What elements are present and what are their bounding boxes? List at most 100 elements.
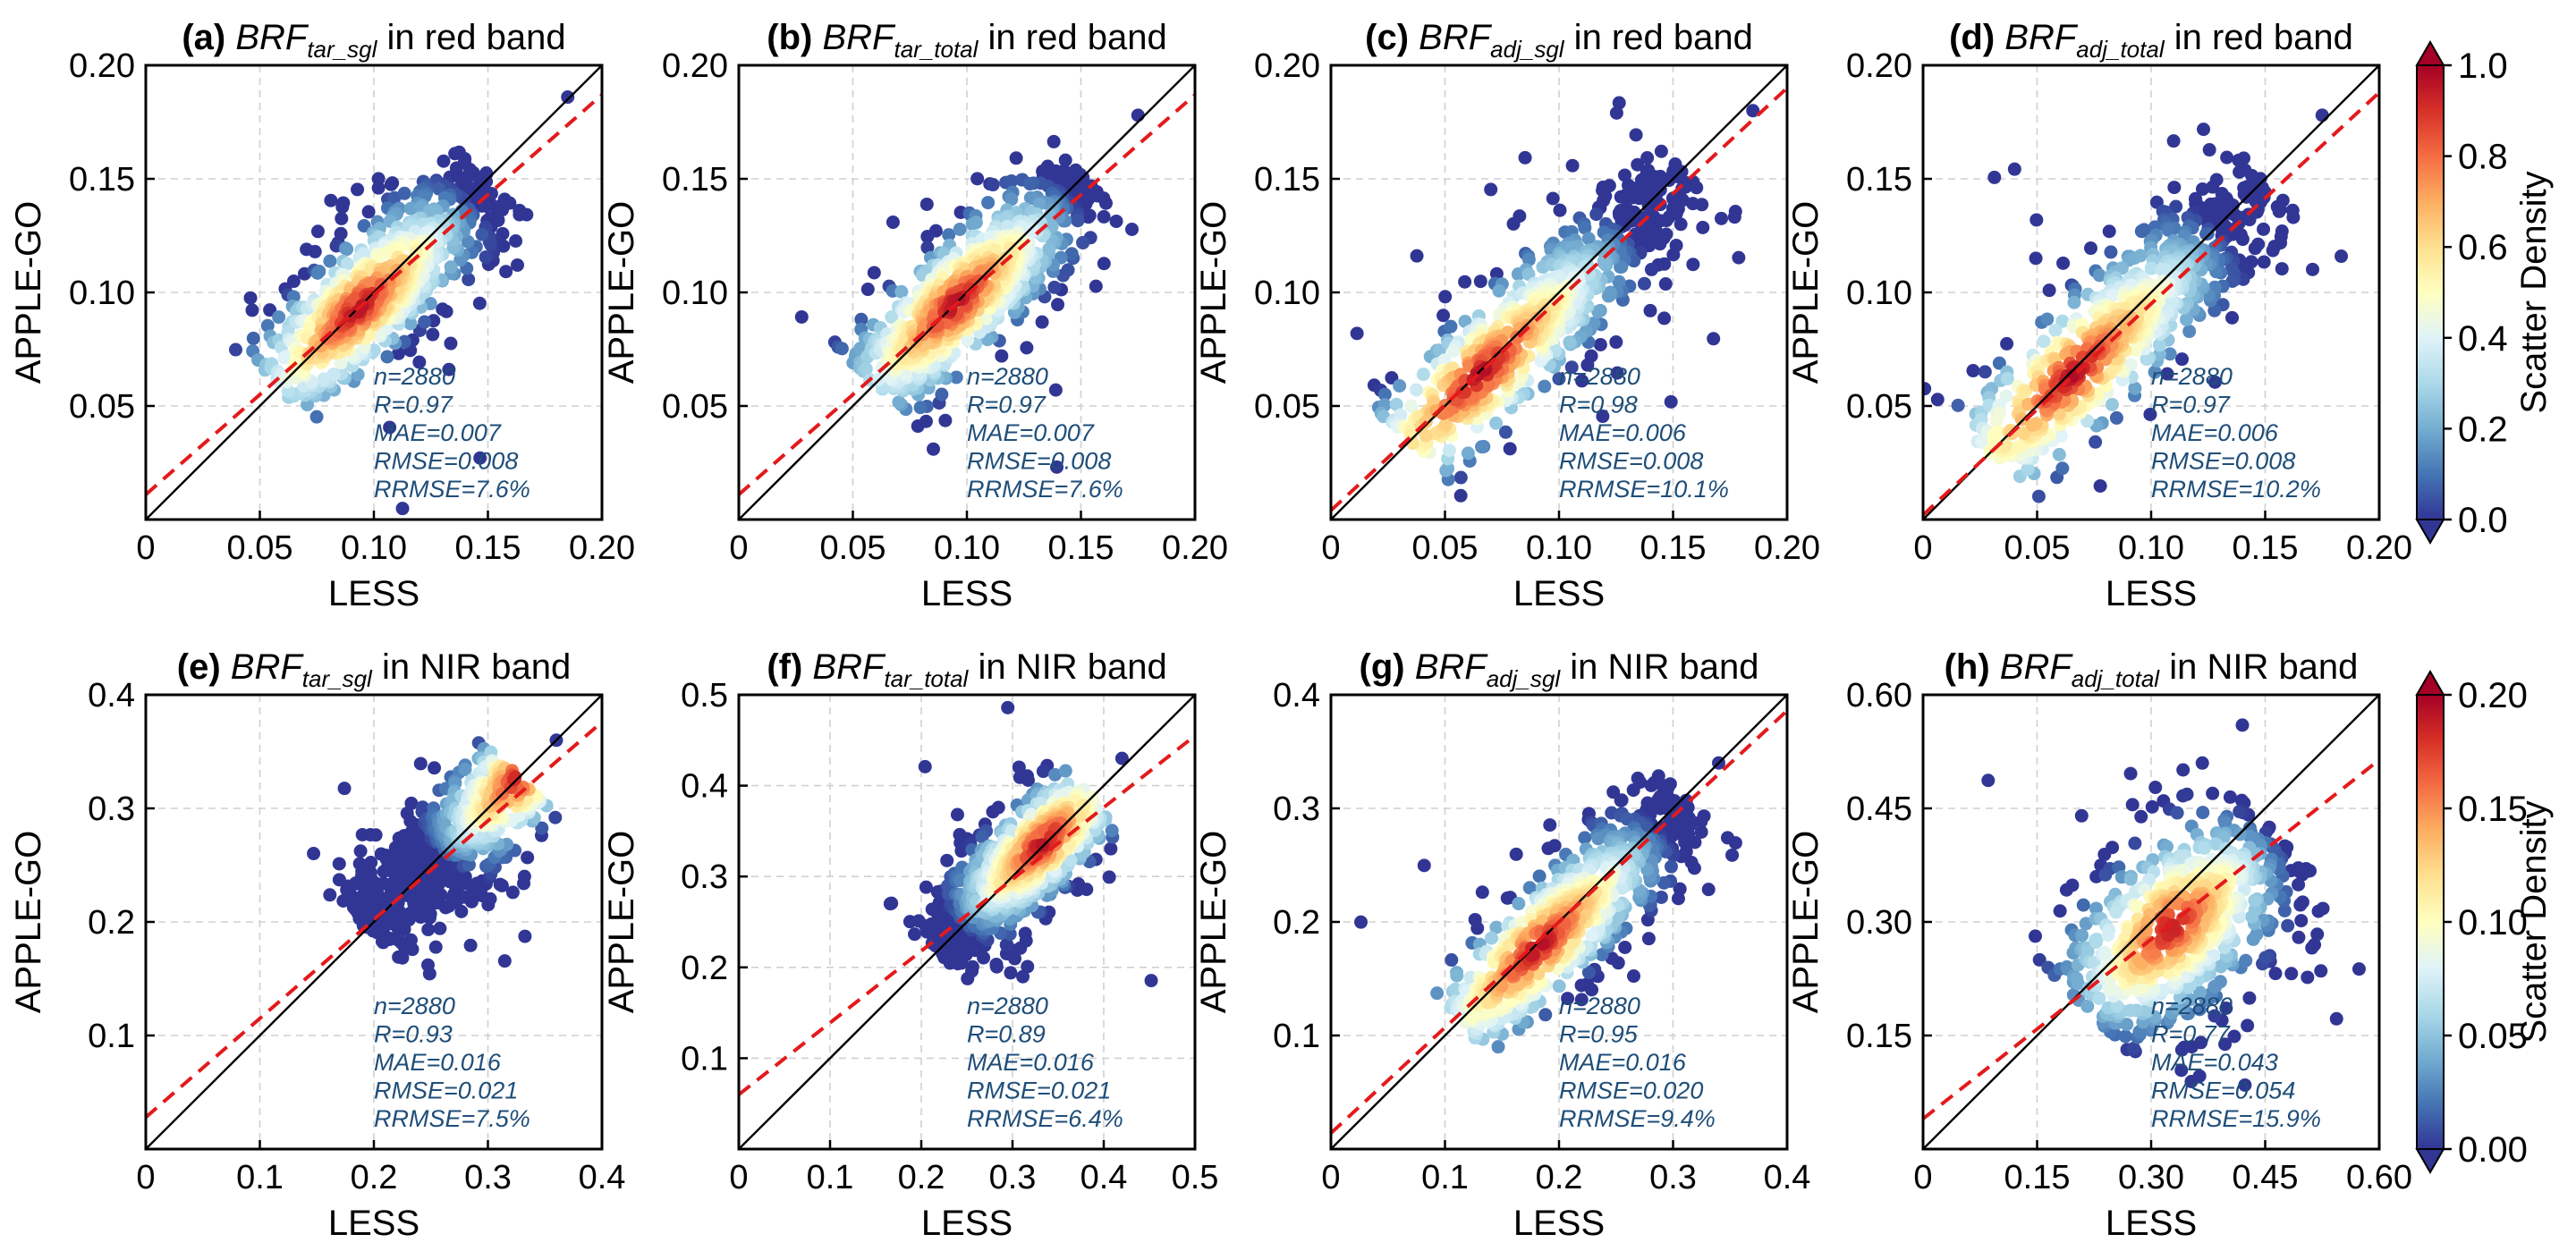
data-point xyxy=(1417,858,1431,873)
data-point xyxy=(2223,790,2237,804)
data-point xyxy=(2177,1040,2191,1054)
data-point xyxy=(2220,150,2234,165)
data-point xyxy=(2085,349,2099,363)
data-point xyxy=(935,387,949,402)
x-tick-label: 0 xyxy=(136,1159,155,1196)
data-point xyxy=(2315,108,2329,123)
y-tick-label: 0.5 xyxy=(681,677,728,714)
data-point xyxy=(953,222,967,236)
data-point xyxy=(1643,303,1657,317)
data-point xyxy=(521,850,535,865)
data-point xyxy=(332,873,346,887)
stat-line: MAE=0.007 xyxy=(374,419,502,446)
data-point xyxy=(1650,799,1665,814)
data-point xyxy=(389,879,403,893)
data-point xyxy=(2098,867,2113,882)
data-point xyxy=(416,887,430,901)
y-tick-label: 0.20 xyxy=(662,47,728,85)
data-point xyxy=(932,896,946,910)
stat-line: MAE=0.016 xyxy=(374,1049,502,1076)
data-point xyxy=(1144,974,1158,988)
fit-line xyxy=(1331,709,1787,1135)
data-point xyxy=(1640,151,1655,165)
data-point xyxy=(2021,462,2035,477)
data-point xyxy=(2133,249,2148,263)
panel-h: 0 0.150.150.300.300.450.450.600.60LESSAPP… xyxy=(1786,647,2412,1243)
data-point xyxy=(2218,816,2233,830)
data-point xyxy=(428,940,443,954)
data-point xyxy=(2235,232,2250,247)
data-point xyxy=(1521,252,1536,266)
data-point xyxy=(886,215,900,229)
y-tick-label: 0.05 xyxy=(1846,388,1912,426)
panel-title: (b) BRFtar_total in red band xyxy=(767,18,1166,63)
data-point xyxy=(1438,418,1453,432)
data-point xyxy=(349,875,363,890)
data-point xyxy=(1622,178,1636,192)
data-point xyxy=(989,957,1004,971)
data-point xyxy=(509,234,523,249)
data-point xyxy=(1050,460,1064,474)
data-point xyxy=(1012,760,1026,774)
scatter-points xyxy=(1350,96,1760,503)
data-point xyxy=(2224,262,2239,276)
x-axis-label: LESS xyxy=(328,1204,419,1243)
stat-line: MAE=0.007 xyxy=(967,419,1095,446)
data-point xyxy=(1377,387,1392,402)
data-point xyxy=(323,888,337,902)
data-point xyxy=(510,258,524,272)
y-axis-label: APPLE-GO xyxy=(1194,201,1233,385)
data-point xyxy=(854,312,869,326)
data-point xyxy=(2040,312,2055,326)
data-point xyxy=(1637,276,1651,291)
data-point xyxy=(1445,953,1459,968)
y-tick-label: 0.10 xyxy=(1846,275,1912,312)
fit-line xyxy=(146,720,602,1119)
data-point xyxy=(2292,877,2306,892)
data-point xyxy=(479,167,494,182)
data-point xyxy=(1047,280,1062,294)
data-point xyxy=(386,914,400,928)
data-point xyxy=(1981,773,1996,788)
y-axis-label: APPLE-GO xyxy=(602,831,641,1014)
data-point xyxy=(1654,890,1668,904)
data-point xyxy=(1004,966,1018,980)
data-point xyxy=(403,201,418,216)
data-point xyxy=(1056,268,1071,283)
data-point xyxy=(1694,824,1708,839)
data-point xyxy=(1008,951,1022,966)
x-tick-label: 0.2 xyxy=(351,1159,398,1196)
data-point xyxy=(1444,319,1458,334)
data-point xyxy=(2134,809,2148,824)
data-point xyxy=(1655,778,1669,792)
data-point xyxy=(2017,427,2031,441)
stat-line: R=0.98 xyxy=(1559,392,1638,418)
data-point xyxy=(1543,818,1557,833)
data-point xyxy=(473,451,487,465)
data-point xyxy=(1035,315,1049,329)
data-point xyxy=(1597,256,1611,270)
stat-line: RRMSE=7.6% xyxy=(967,476,1123,503)
data-point xyxy=(1578,221,1592,235)
data-point xyxy=(2056,256,2071,270)
data-point xyxy=(1609,335,1623,350)
data-point xyxy=(919,925,934,939)
data-point xyxy=(1648,223,1663,237)
data-point xyxy=(1596,410,1610,424)
panel-title: (a) BRFtar_sgl in red band xyxy=(182,18,565,63)
data-point xyxy=(1442,444,1456,458)
data-point xyxy=(1492,283,1506,298)
y-tick-label: 0.3 xyxy=(88,790,135,828)
data-point xyxy=(1004,192,1019,207)
data-point xyxy=(2207,1009,2222,1023)
data-point xyxy=(1618,940,1632,954)
data-point xyxy=(1124,222,1139,236)
data-point xyxy=(1631,157,1645,172)
data-point xyxy=(1538,379,1552,393)
data-point xyxy=(1629,128,1643,142)
data-point xyxy=(2266,243,2280,258)
data-point xyxy=(1575,374,1589,388)
data-point xyxy=(323,254,337,268)
data-point xyxy=(1021,959,1035,974)
